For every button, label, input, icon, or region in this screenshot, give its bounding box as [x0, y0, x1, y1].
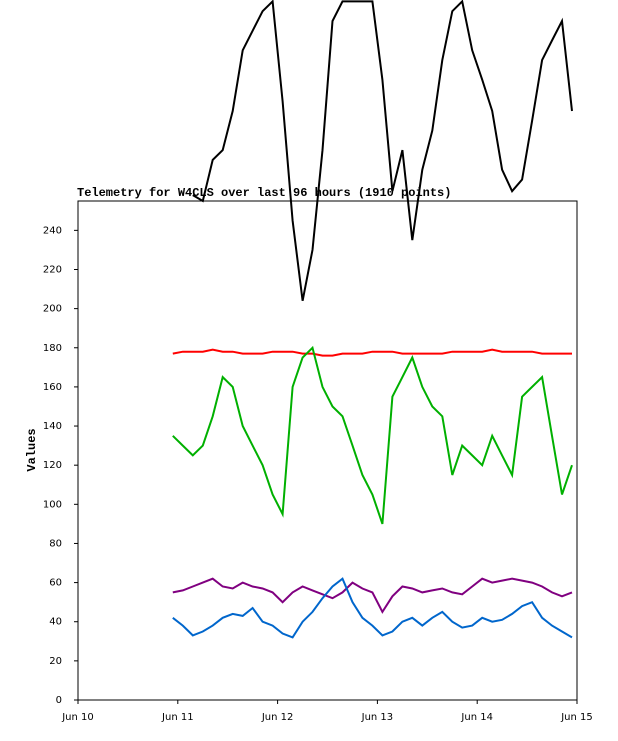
chart-title: Telemetry for W4CLS over last 96 hours (… — [77, 186, 451, 200]
x-tick-label: Jun 13 — [361, 712, 394, 723]
series-line — [172, 577, 573, 614]
y-tick-label: 0 — [56, 695, 62, 706]
series-line — [172, 345, 573, 525]
y-tick-label: 220 — [43, 264, 62, 275]
y-tick-label: 120 — [43, 460, 62, 471]
y-axis-label: Values — [25, 428, 39, 471]
y-tick-label: 140 — [43, 421, 62, 432]
series-line — [192, 0, 573, 301]
y-tick-label: 40 — [49, 617, 62, 628]
x-tick-label: Jun 15 — [560, 712, 593, 723]
y-tick-label: 80 — [49, 538, 62, 549]
y-tick-label: 160 — [43, 382, 62, 393]
x-tick-label: Jun 11 — [161, 712, 194, 723]
x-tick-label: Jun 14 — [460, 712, 493, 723]
y-tick-label: 200 — [43, 304, 62, 315]
plot-frame — [77, 200, 578, 701]
y-tick-label: 100 — [43, 499, 62, 510]
y-tick-label: 240 — [43, 225, 62, 236]
x-tick-label: Jun 12 — [261, 712, 294, 723]
series-line — [172, 577, 573, 639]
y-tick-label: 60 — [49, 578, 62, 589]
series-line — [172, 348, 572, 357]
y-tick-label: 20 — [49, 656, 62, 667]
y-tick-label: 180 — [43, 343, 62, 354]
x-tick-label: Jun 10 — [61, 712, 94, 723]
